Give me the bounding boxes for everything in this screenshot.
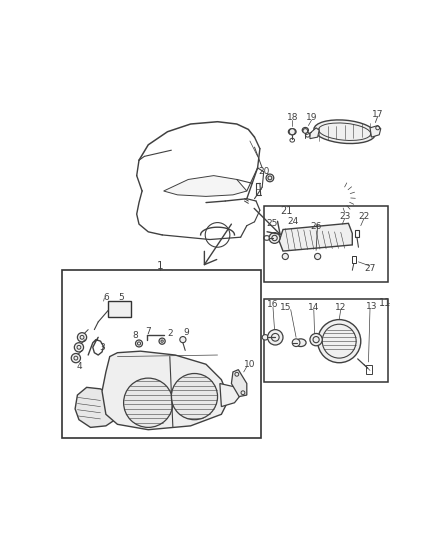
Circle shape <box>159 338 165 344</box>
Circle shape <box>71 353 81 363</box>
Circle shape <box>314 253 321 260</box>
Ellipse shape <box>302 127 308 133</box>
Circle shape <box>171 374 218 419</box>
Bar <box>264 299 389 382</box>
Text: 9: 9 <box>184 328 190 337</box>
Circle shape <box>318 320 361 363</box>
Bar <box>352 256 356 263</box>
Circle shape <box>289 128 295 135</box>
Polygon shape <box>370 126 381 137</box>
Ellipse shape <box>262 335 268 340</box>
Circle shape <box>124 378 173 427</box>
Circle shape <box>282 253 288 260</box>
Polygon shape <box>75 387 119 427</box>
Text: 18: 18 <box>286 114 298 123</box>
Text: 12: 12 <box>335 303 346 312</box>
Text: 7: 7 <box>145 327 151 336</box>
Text: 13: 13 <box>366 302 377 311</box>
Text: 16: 16 <box>267 301 279 310</box>
Text: 22: 22 <box>358 212 370 221</box>
Circle shape <box>292 339 300 346</box>
Text: 5: 5 <box>118 293 124 302</box>
Text: 6: 6 <box>103 293 109 302</box>
Text: 14: 14 <box>308 303 319 312</box>
Text: 20: 20 <box>258 167 269 176</box>
Ellipse shape <box>295 339 306 346</box>
Polygon shape <box>310 128 319 139</box>
Bar <box>366 365 371 374</box>
Bar <box>62 270 261 438</box>
Circle shape <box>266 174 274 182</box>
Circle shape <box>303 128 307 133</box>
Text: 23: 23 <box>339 212 350 221</box>
Text: 1: 1 <box>156 262 163 271</box>
Text: 8: 8 <box>132 330 138 340</box>
Text: 26: 26 <box>311 222 322 231</box>
Text: 21: 21 <box>281 206 293 216</box>
Circle shape <box>74 343 84 352</box>
Bar <box>355 230 359 237</box>
Ellipse shape <box>314 120 375 143</box>
Bar <box>264 206 389 282</box>
Text: 11: 11 <box>379 297 392 308</box>
Text: 4: 4 <box>76 362 82 371</box>
Text: 24: 24 <box>287 217 299 227</box>
Polygon shape <box>102 351 229 430</box>
Text: 17: 17 <box>372 109 383 118</box>
Polygon shape <box>220 384 240 407</box>
Text: 25: 25 <box>267 219 278 228</box>
Polygon shape <box>279 223 352 251</box>
Circle shape <box>135 340 142 347</box>
Circle shape <box>180 336 186 343</box>
Bar <box>108 301 131 317</box>
Polygon shape <box>164 175 247 196</box>
Circle shape <box>268 329 283 345</box>
Text: 15: 15 <box>280 303 292 312</box>
Text: 19: 19 <box>306 114 317 123</box>
Circle shape <box>78 333 87 342</box>
Circle shape <box>310 334 322 346</box>
Circle shape <box>269 232 280 244</box>
Ellipse shape <box>288 128 296 135</box>
Text: 3: 3 <box>99 343 105 352</box>
Text: 27: 27 <box>364 263 376 272</box>
Polygon shape <box>231 370 247 397</box>
Text: 10: 10 <box>244 360 256 369</box>
Text: 2: 2 <box>167 329 173 338</box>
